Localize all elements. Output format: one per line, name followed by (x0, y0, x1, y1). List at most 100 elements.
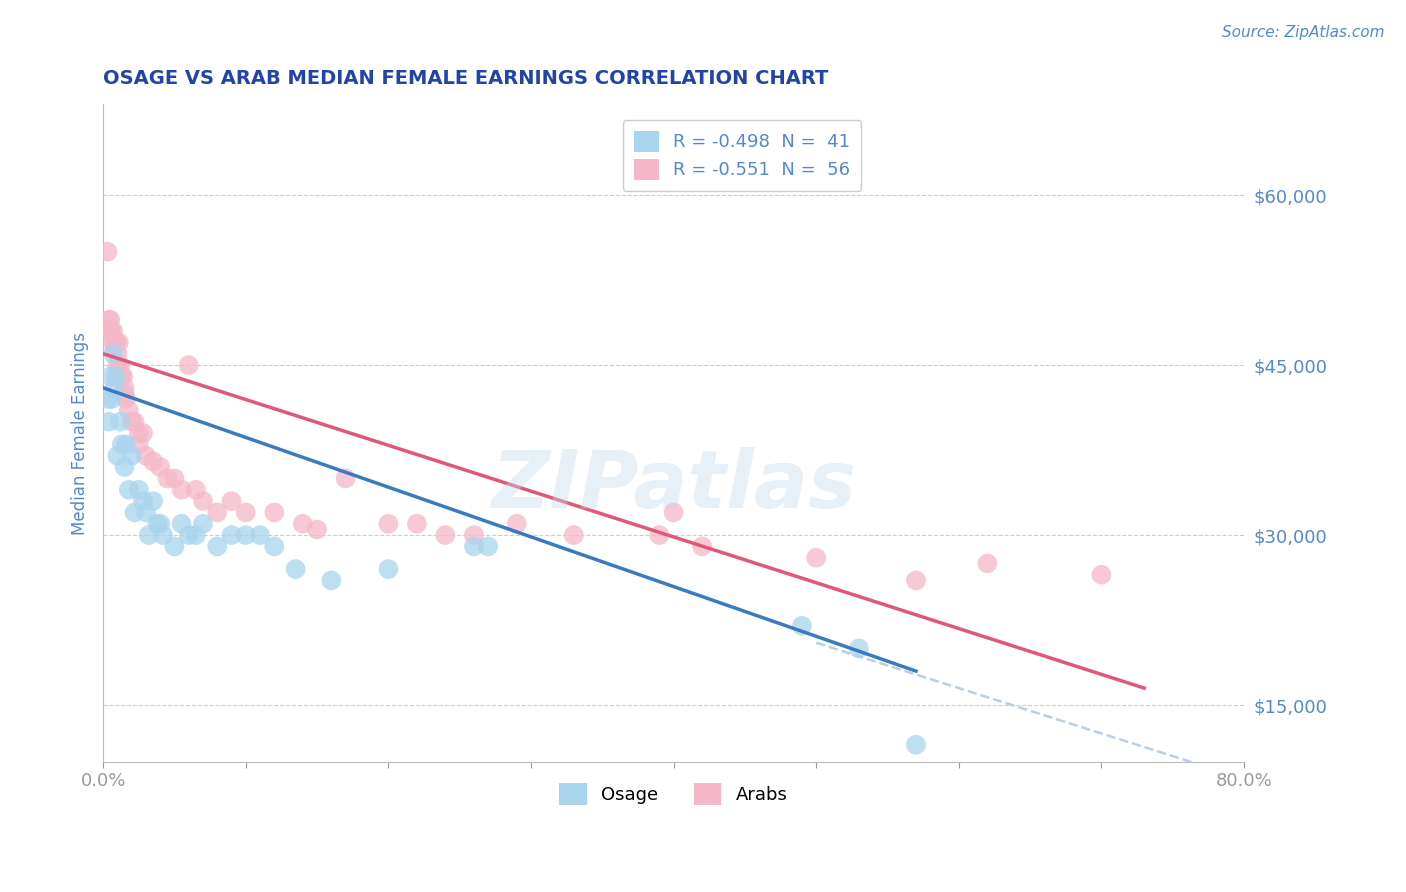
Point (152, 528, 174, 542)
Point (110, 415, 132, 429)
Point (105, 347, 128, 361)
Point (112, 369, 135, 384)
Point (121, 415, 143, 429)
Point (377, 562, 399, 576)
Point (848, 641, 870, 656)
Point (177, 358, 200, 372)
Point (1090, 567, 1112, 582)
Point (163, 471, 186, 485)
Point (648, 528, 671, 542)
Point (235, 528, 257, 542)
Point (108, 335, 131, 350)
Point (284, 562, 307, 576)
Point (191, 516, 214, 531)
Point (98, 324, 121, 338)
Point (101, 335, 124, 350)
Point (662, 505, 685, 519)
Point (128, 483, 150, 497)
Point (104, 369, 127, 384)
Point (463, 528, 485, 542)
Point (128, 437, 150, 451)
Text: Source: ZipAtlas.com: Source: ZipAtlas.com (1222, 25, 1385, 40)
Point (105, 358, 128, 372)
Point (156, 471, 179, 485)
Point (114, 460, 136, 475)
Point (101, 347, 124, 361)
Point (221, 494, 243, 508)
Point (170, 483, 193, 497)
Point (142, 494, 165, 508)
Point (132, 425, 155, 440)
Point (184, 483, 207, 497)
Point (149, 516, 172, 531)
Point (249, 528, 271, 542)
Point (98, 312, 121, 326)
Point (110, 358, 132, 372)
Text: OSAGE VS ARAB MEDIAN FEMALE EARNINGS CORRELATION CHART: OSAGE VS ARAB MEDIAN FEMALE EARNINGS COR… (103, 69, 828, 87)
Point (163, 540, 186, 554)
Point (477, 540, 499, 554)
Point (103, 335, 125, 350)
Point (118, 483, 141, 497)
Y-axis label: Median Female Earnings: Median Female Earnings (72, 332, 89, 534)
Point (184, 528, 207, 542)
Point (105, 449, 128, 463)
Point (97, 415, 120, 429)
Point (149, 460, 172, 475)
Point (115, 392, 138, 406)
Point (104, 335, 127, 350)
Point (135, 449, 157, 463)
Point (191, 494, 214, 508)
Point (804, 550, 827, 565)
Point (98, 369, 121, 384)
Point (111, 369, 134, 384)
Point (291, 516, 314, 531)
Point (111, 437, 134, 451)
Point (121, 449, 143, 463)
Point (124, 505, 146, 519)
Point (114, 386, 136, 401)
Point (118, 403, 141, 417)
Point (205, 505, 228, 519)
Point (146, 516, 169, 531)
Text: ZIPatlas: ZIPatlas (491, 447, 856, 524)
Point (124, 415, 146, 429)
Point (305, 523, 328, 537)
Point (96, 392, 118, 406)
Point (103, 341, 125, 355)
Point (100, 324, 122, 338)
Point (170, 516, 193, 531)
Point (97, 312, 120, 326)
Point (562, 528, 585, 542)
Point (177, 528, 200, 542)
Point (377, 516, 399, 531)
Point (263, 505, 285, 519)
Point (205, 540, 228, 554)
Point (115, 437, 138, 451)
Point (128, 425, 150, 440)
Point (335, 471, 357, 485)
Point (221, 528, 243, 542)
Point (110, 369, 132, 384)
Point (976, 557, 998, 571)
Point (463, 540, 485, 554)
Legend: Osage, Arabs: Osage, Arabs (553, 775, 794, 812)
Point (97, 324, 120, 338)
Point (321, 574, 343, 588)
Point (138, 528, 160, 542)
Point (142, 454, 165, 468)
Point (114, 381, 136, 395)
Point (235, 505, 257, 519)
Point (103, 381, 125, 395)
Point (904, 738, 927, 752)
Point (690, 540, 713, 554)
Point (434, 528, 457, 542)
Point (101, 324, 124, 338)
Point (505, 516, 527, 531)
Point (132, 494, 155, 508)
Point (96, 244, 118, 259)
Point (100, 392, 122, 406)
Point (790, 619, 813, 633)
Point (135, 505, 157, 519)
Point (904, 574, 927, 588)
